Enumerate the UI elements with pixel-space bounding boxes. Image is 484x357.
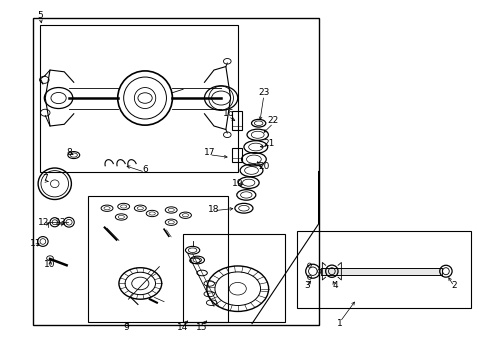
Text: 9: 9	[123, 323, 129, 332]
Text: 15: 15	[196, 323, 208, 332]
Text: 1: 1	[336, 319, 342, 328]
Text: 11: 11	[30, 239, 42, 248]
Text: 3: 3	[303, 281, 309, 290]
Text: 10: 10	[44, 260, 56, 269]
Text: 12: 12	[38, 218, 49, 227]
Bar	[182, 235, 285, 322]
Bar	[231, 111, 241, 130]
Text: 13: 13	[55, 218, 66, 227]
Text: 4: 4	[332, 281, 337, 290]
Text: 20: 20	[257, 162, 269, 171]
Bar	[33, 17, 318, 326]
Text: 16: 16	[222, 109, 233, 118]
Text: 6: 6	[142, 165, 148, 174]
Text: 17: 17	[203, 148, 214, 157]
Text: 2: 2	[450, 281, 456, 290]
Text: 18: 18	[208, 206, 219, 215]
Text: 8: 8	[66, 148, 72, 157]
Text: 22: 22	[267, 116, 278, 125]
Bar	[297, 231, 469, 308]
Bar	[88, 196, 228, 322]
Bar	[231, 148, 241, 162]
Text: 19: 19	[231, 179, 243, 188]
Text: 5: 5	[38, 11, 43, 20]
Bar	[40, 25, 237, 171]
Text: 7: 7	[42, 174, 48, 183]
Text: 23: 23	[257, 88, 269, 97]
Text: 21: 21	[262, 139, 274, 148]
Bar	[320, 268, 441, 275]
Text: 14: 14	[177, 323, 188, 332]
